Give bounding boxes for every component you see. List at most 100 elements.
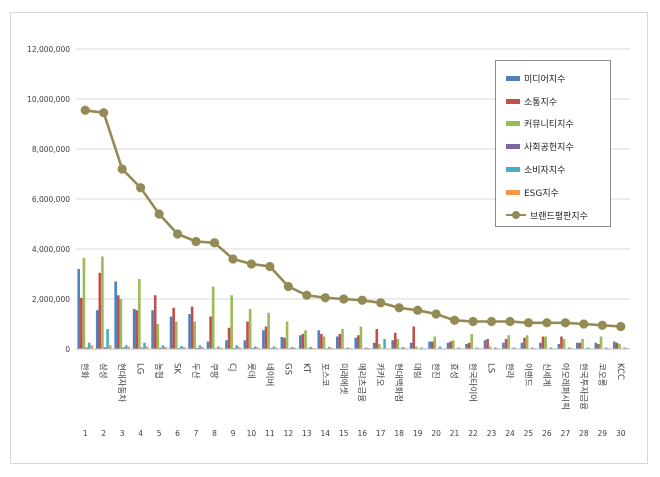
- line-point: [136, 183, 146, 193]
- bar-3-11: [267, 312, 270, 349]
- legend-swatch: [506, 167, 520, 173]
- line-point: [302, 290, 312, 300]
- line-point: [172, 229, 183, 239]
- y-tick-label: 12,000,000: [27, 45, 70, 54]
- bar-5-30: [623, 347, 626, 349]
- bar-3-20: [433, 336, 437, 349]
- bar-1-15: [335, 336, 339, 349]
- x-rank-label: 22: [468, 429, 478, 438]
- bar-3-25: [525, 335, 529, 349]
- bar-3-5: [156, 324, 160, 349]
- bar-1-16: [354, 337, 358, 349]
- line-point: [579, 319, 589, 329]
- legend-label: 사회공헌지수: [524, 143, 574, 154]
- x-category-label: 대림: [412, 363, 423, 379]
- legend-label: ESG지수: [524, 188, 559, 199]
- bar-2-24: [504, 339, 508, 349]
- x-axis-rank-labels: 1 2 3 4 5 6 7 8 9 10 11 12 13 14 15 16 17 18 19 20 21 22 23 24 2…: [83, 429, 626, 438]
- bar-4-2: [103, 347, 107, 349]
- bar-3-8: [211, 286, 215, 349]
- x-rank-label: 21: [450, 429, 460, 438]
- bar-3-22: [470, 334, 474, 349]
- bar-5-19: [420, 347, 423, 349]
- legend-swatch: [506, 144, 520, 150]
- bar-2-4: [135, 310, 139, 349]
- bar-2-23: [486, 339, 489, 349]
- bar-5-9: [235, 345, 239, 349]
- bar-1-8: [206, 341, 210, 349]
- bar-2-26: [541, 336, 545, 349]
- line-point: [505, 316, 515, 327]
- bar-6-1: [90, 345, 94, 349]
- legend-item: 사회공헌지수: [506, 135, 610, 158]
- bar-5-21: [457, 347, 460, 349]
- legend-item: 소비자지수: [506, 158, 610, 181]
- x-rank-label: 16: [357, 429, 367, 438]
- line-point: [413, 305, 423, 315]
- bar-3-17: [378, 344, 381, 349]
- bar-5-27: [567, 347, 571, 349]
- x-category-label: 한국타이어: [467, 363, 478, 402]
- x-rank-label: 5: [157, 429, 162, 438]
- bar-3-9: [230, 295, 233, 349]
- bar-5-7: [198, 345, 202, 349]
- line-point: [246, 259, 257, 269]
- bar-4-5: [159, 347, 162, 349]
- bar-3-26: [544, 336, 547, 349]
- bar-2-2: [98, 272, 102, 349]
- line-point: [339, 294, 349, 304]
- bar-4-3: [122, 347, 125, 349]
- x-rank-label: 18: [394, 429, 404, 438]
- bar-1-29: [594, 342, 598, 349]
- x-category-label: 삼성: [98, 363, 109, 379]
- x-category-label: LG: [135, 363, 145, 374]
- bar-1-27: [557, 344, 561, 349]
- bar-5-12: [290, 347, 294, 349]
- x-category-label: 네이버: [264, 363, 275, 386]
- line-point: [597, 320, 607, 330]
- bar-2-1: [80, 297, 83, 349]
- x-category-label: 농협: [153, 363, 164, 379]
- x-rank-label: 23: [487, 429, 497, 438]
- x-rank-label: 9: [231, 429, 236, 438]
- bar-4-4: [140, 347, 144, 349]
- bar-3-10: [248, 309, 252, 349]
- bar-3-21: [451, 340, 455, 349]
- legend-swatch: [506, 98, 520, 104]
- bar-1-1: [77, 269, 81, 349]
- bar-2-3: [116, 295, 120, 349]
- line-point: [431, 309, 441, 319]
- line-point: [542, 318, 552, 328]
- bar-4-1: [85, 347, 88, 349]
- bar-2-21: [449, 341, 452, 349]
- bar-3-15: [341, 329, 344, 349]
- x-rank-label: 3: [120, 429, 125, 438]
- x-category-label: 미래에셋: [338, 363, 348, 394]
- line-point: [320, 293, 330, 303]
- legend-label: 브랜드평판지수: [530, 211, 588, 222]
- bar-1-11: [262, 330, 265, 349]
- legend-item: 소통지수: [506, 90, 610, 113]
- bars-group: [77, 256, 629, 349]
- x-category-label: 한국투자금융: [578, 363, 588, 410]
- bar-3-29: [599, 336, 603, 349]
- bar-1-20: [428, 341, 431, 349]
- bar-2-13: [301, 334, 305, 349]
- bar-1-5: [151, 310, 154, 349]
- brand-reputation-line: [80, 105, 626, 332]
- line-point: [616, 321, 626, 332]
- bar-2-16: [357, 335, 360, 349]
- bar-1-7: [188, 314, 191, 349]
- x-category-label: 효성: [449, 363, 459, 379]
- bar-1-30: [612, 341, 616, 349]
- bar-2-19: [412, 326, 416, 349]
- bar-3-24: [507, 335, 510, 349]
- bar-4-7: [196, 347, 199, 349]
- x-rank-label: 24: [505, 429, 515, 438]
- x-category-label: 한라: [504, 363, 514, 379]
- bar-2-8: [209, 316, 212, 349]
- x-category-label: 메리츠금융: [356, 363, 366, 402]
- bar-6-12: [293, 347, 297, 349]
- legend-swatch: [506, 121, 520, 127]
